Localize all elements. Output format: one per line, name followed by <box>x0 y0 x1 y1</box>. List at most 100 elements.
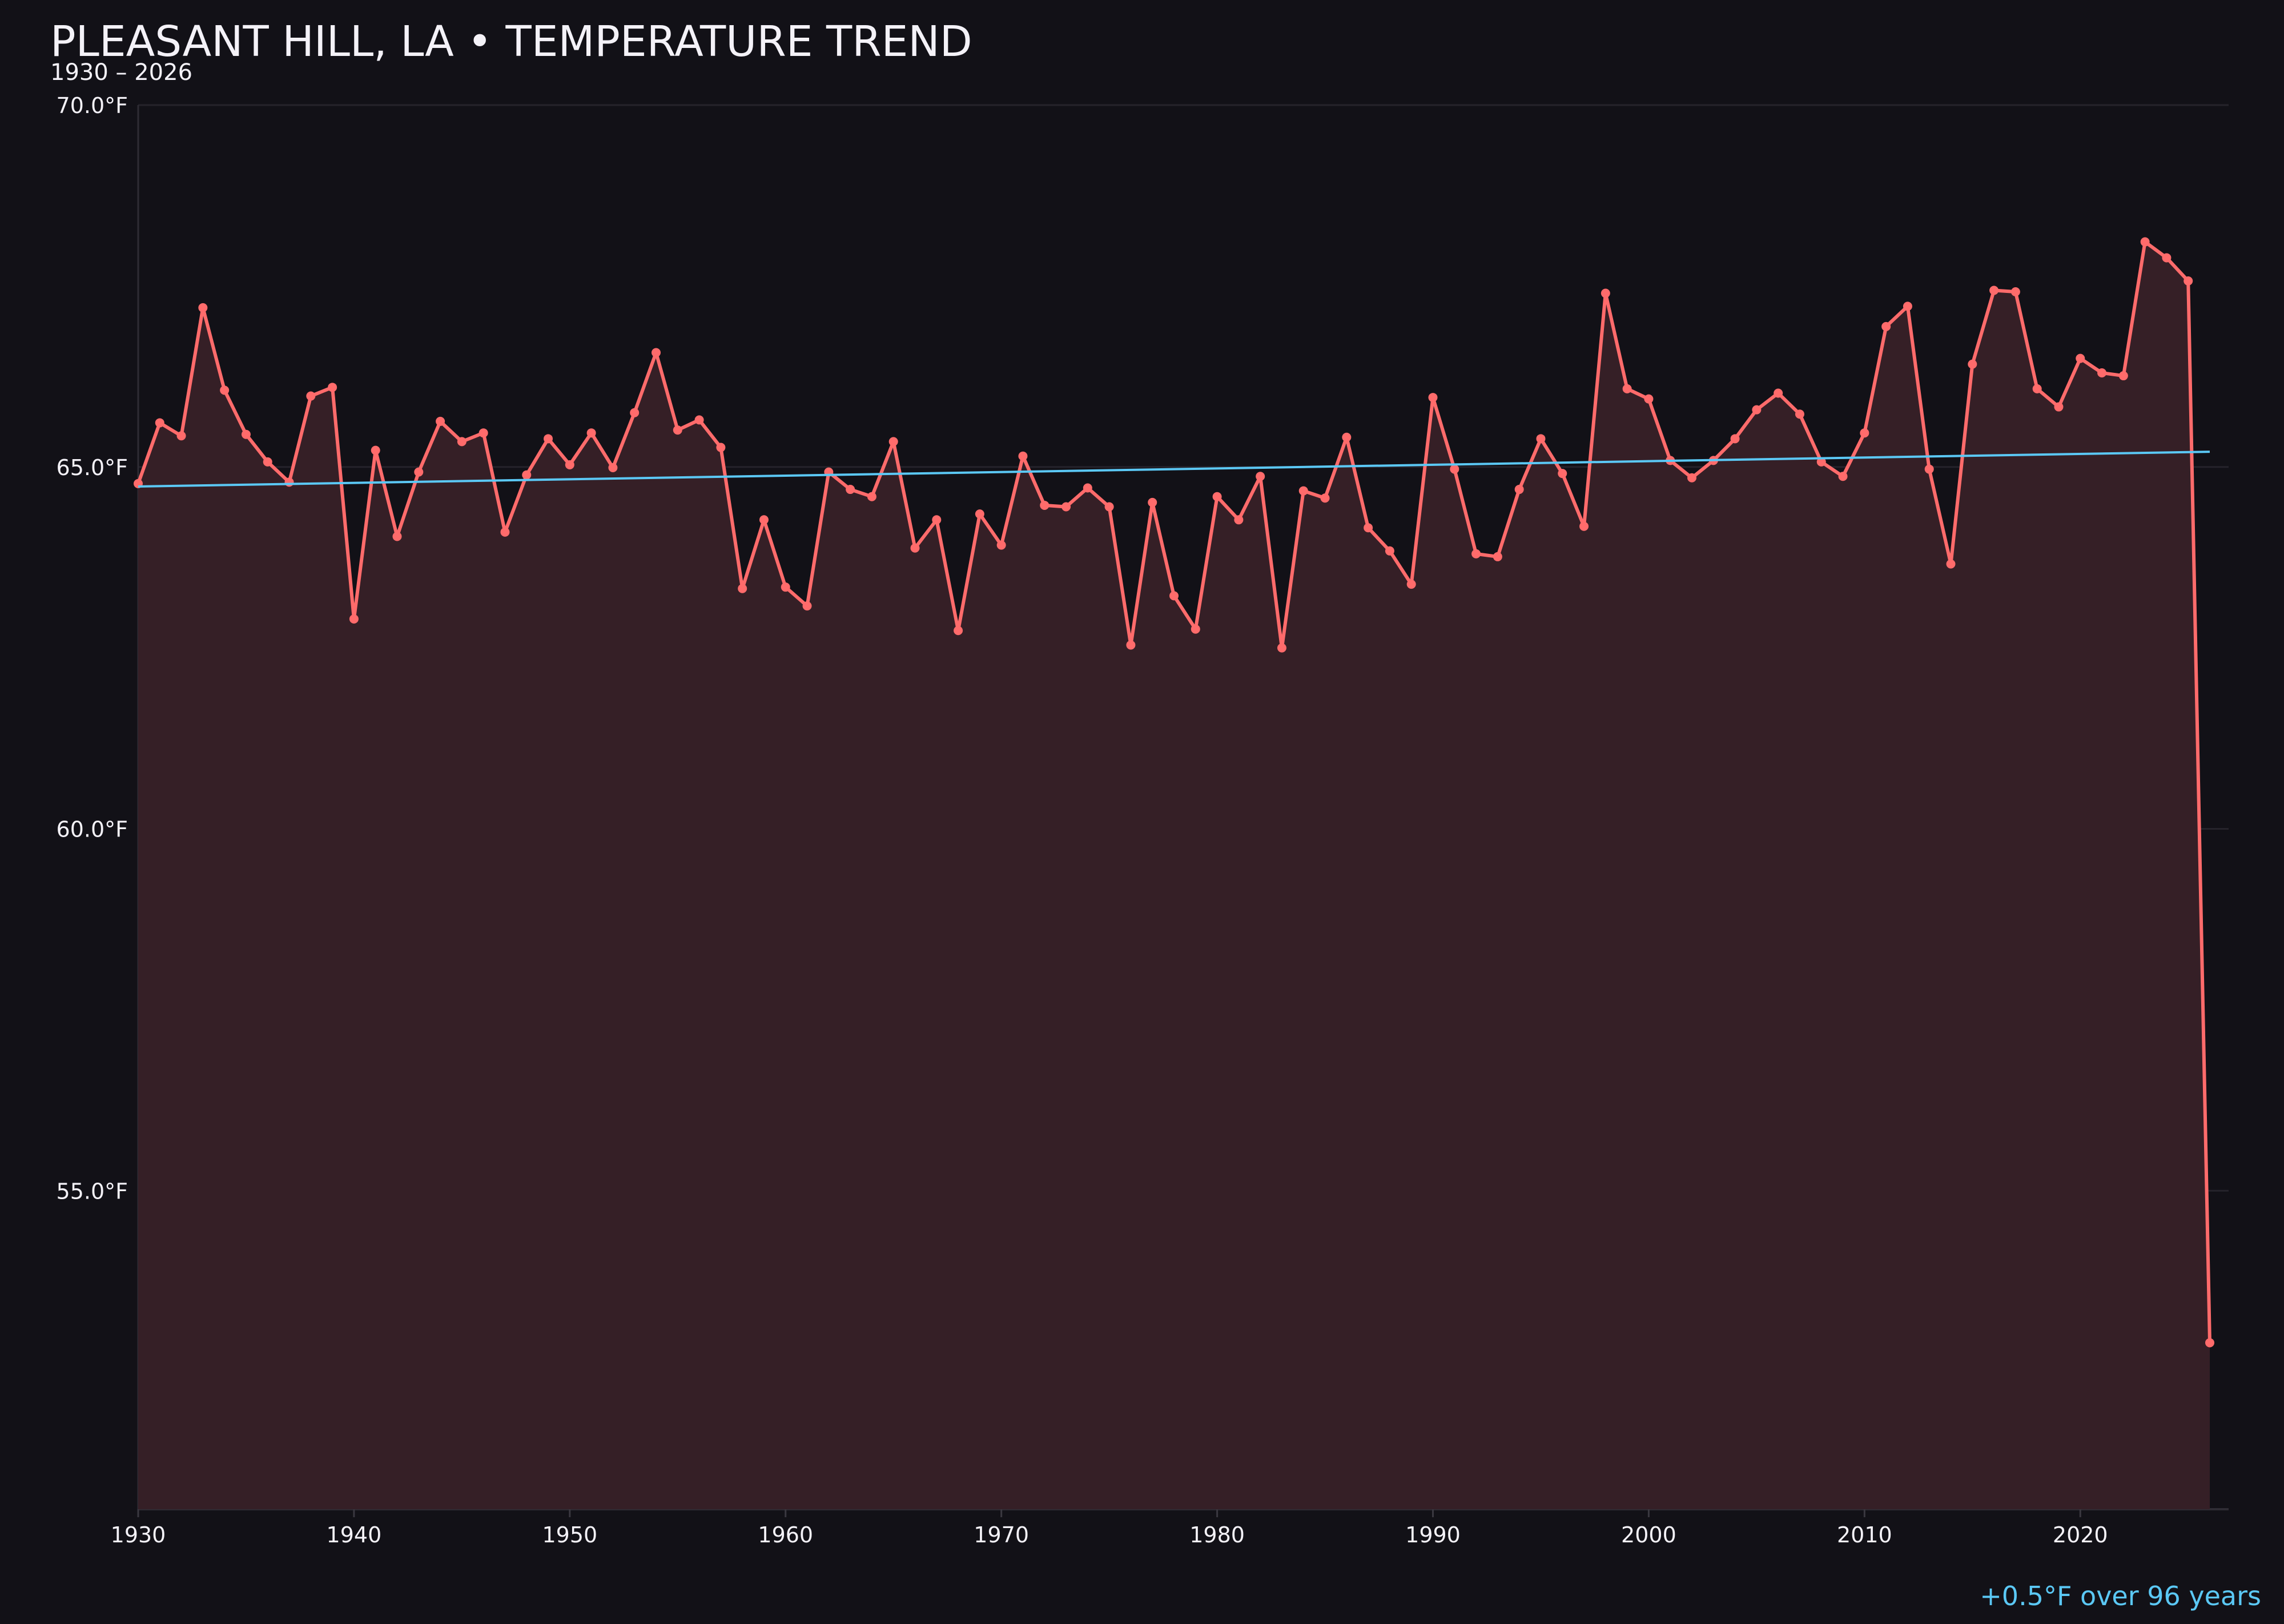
data-point <box>1881 321 1891 331</box>
x-tick-label: 1940 <box>327 1522 382 1547</box>
data-point <box>652 348 661 357</box>
y-tick-label: 60.0°F <box>57 817 128 842</box>
data-point <box>371 445 380 455</box>
data-point <box>1018 451 1028 461</box>
data-point <box>1558 469 1567 479</box>
data-point <box>2076 353 2085 363</box>
chart-subtitle: 1930 – 2026 <box>50 59 193 86</box>
data-point <box>457 437 467 447</box>
x-tick-label: 2010 <box>1837 1522 1892 1547</box>
data-point <box>1644 394 1654 404</box>
x-tick-label: 2000 <box>1621 1522 1676 1547</box>
data-point <box>1687 473 1696 483</box>
data-point <box>436 416 445 426</box>
data-point <box>738 584 747 593</box>
data-point <box>1406 580 1416 589</box>
data-point <box>2097 368 2107 377</box>
y-tick-label: 65.0°F <box>57 455 128 480</box>
data-point <box>1471 549 1481 558</box>
data-point <box>1989 286 1999 295</box>
data-point <box>198 303 208 312</box>
data-point <box>996 540 1006 550</box>
y-tick-label: 70.0°F <box>57 93 128 118</box>
x-tick-label: 1970 <box>974 1522 1029 1547</box>
data-point <box>220 385 230 395</box>
data-point <box>2184 276 2193 286</box>
data-point <box>759 515 769 525</box>
data-point <box>263 457 272 467</box>
data-point <box>155 418 164 428</box>
data-point <box>328 383 337 392</box>
data-point <box>176 431 186 441</box>
data-point <box>1126 640 1136 650</box>
data-point <box>975 509 984 519</box>
data-point <box>2140 237 2150 247</box>
x-tick-label: 1950 <box>542 1522 597 1547</box>
data-point <box>1795 409 1804 419</box>
data-point <box>544 434 553 444</box>
data-point <box>414 467 424 477</box>
data-point <box>1579 521 1589 531</box>
data-point <box>522 470 532 480</box>
data-point <box>1860 428 1869 438</box>
x-tick-label: 1980 <box>1189 1522 1245 1547</box>
data-point <box>1148 497 1157 507</box>
data-point <box>630 408 640 417</box>
data-point <box>1212 492 1222 501</box>
data-point <box>2032 384 2042 393</box>
x-tick-label: 1990 <box>1405 1522 1461 1547</box>
data-point <box>954 626 963 636</box>
data-point <box>694 415 704 425</box>
data-point <box>1816 457 1826 467</box>
data-point <box>1968 359 1977 369</box>
data-point <box>586 428 596 438</box>
data-point <box>846 485 855 495</box>
data-point <box>1320 493 1330 503</box>
data-point <box>392 532 402 541</box>
chart-title: PLEASANT HILL, LA • TEMPERATURE TREND <box>50 17 972 66</box>
data-point <box>1298 486 1308 496</box>
data-point <box>1946 559 1956 569</box>
data-point <box>910 543 920 553</box>
data-point <box>1838 472 1848 481</box>
data-point <box>241 429 251 439</box>
data-point <box>716 443 726 452</box>
data-point <box>1342 432 1352 442</box>
data-point <box>1601 288 1610 298</box>
data-point <box>349 614 359 624</box>
data-point <box>284 477 294 487</box>
x-tick-label: 2020 <box>2053 1522 2108 1547</box>
data-point <box>867 492 876 501</box>
data-point <box>565 460 574 469</box>
data-point <box>1903 302 1912 311</box>
data-point <box>1514 485 1524 495</box>
data-point <box>1536 434 1546 444</box>
data-point <box>1385 546 1394 556</box>
y-tick-label: 55.0°F <box>57 1179 128 1204</box>
data-point <box>1040 500 1049 510</box>
data-point <box>500 527 510 537</box>
area-fill <box>138 242 2210 1509</box>
data-point <box>1752 405 1762 415</box>
x-tick-label: 1960 <box>758 1522 813 1547</box>
data-point <box>478 428 488 438</box>
data-point <box>1364 523 1373 533</box>
trend-annotation: +0.5°F over 96 years <box>1980 1581 2261 1611</box>
data-point <box>2205 1338 2214 1348</box>
data-point <box>673 425 682 435</box>
data-point <box>1256 472 1265 481</box>
data-point <box>888 437 898 447</box>
data-point <box>932 515 942 525</box>
data-point <box>1730 434 1740 444</box>
data-point <box>2118 371 2128 381</box>
data-point <box>2010 287 2020 297</box>
data-point <box>1622 384 1632 393</box>
data-point <box>1450 464 1459 474</box>
data-point <box>1169 591 1179 601</box>
data-point <box>1191 624 1200 634</box>
data-point <box>1924 464 1934 474</box>
data-point <box>306 391 316 401</box>
trend-line <box>138 451 2210 488</box>
data-point <box>1774 388 1783 398</box>
